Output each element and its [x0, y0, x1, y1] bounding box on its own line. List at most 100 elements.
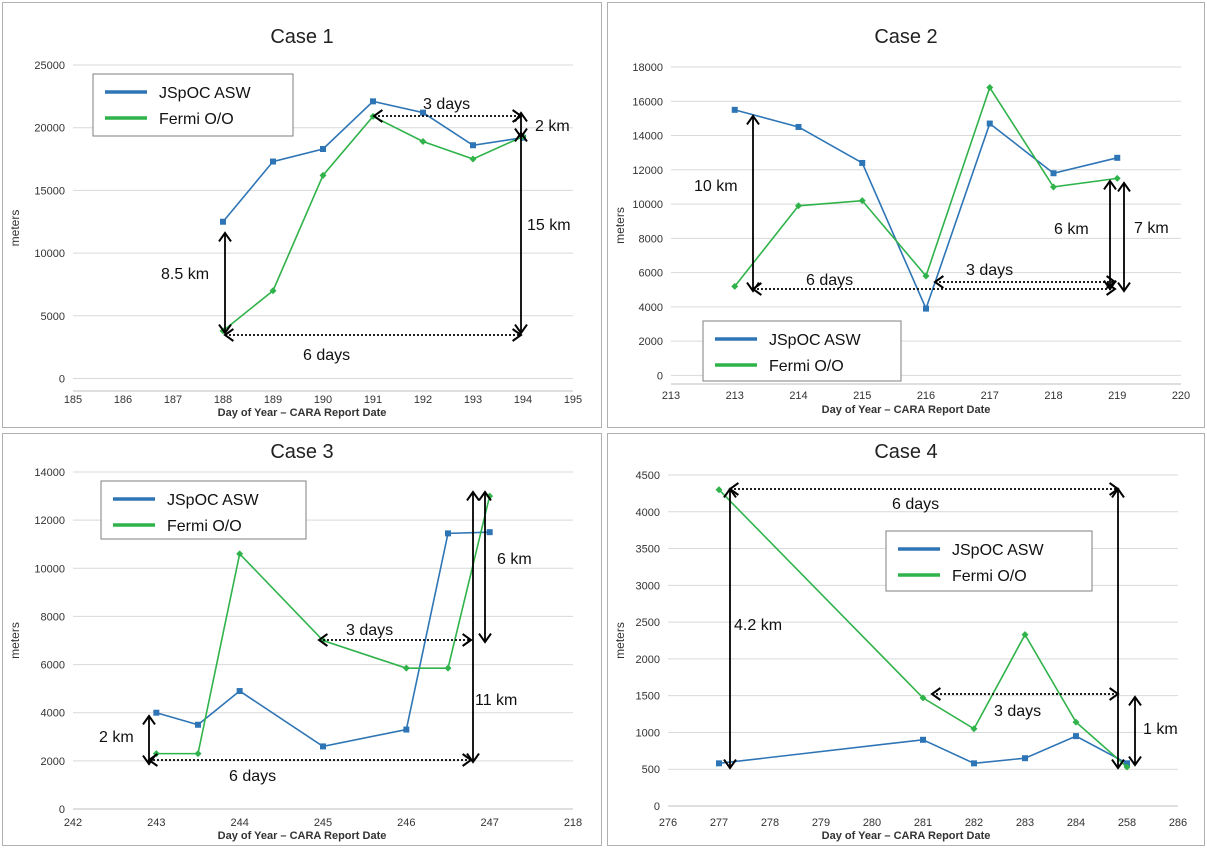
- x-tick-label: 187: [164, 394, 182, 406]
- legend: JSpOC ASW Fermi O/O: [885, 530, 1093, 592]
- arrowhead: [466, 490, 480, 501]
- chart-title: Case 2: [874, 26, 937, 48]
- x-tick-label: 276: [659, 817, 677, 829]
- arrowhead: [930, 687, 941, 701]
- y-axis-label: meters: [613, 622, 627, 659]
- case-2-panel: Case 2 0 2000 4000 6000 8000 10000 12000 14000 16…: [607, 2, 1205, 428]
- y-tick-label: 20000: [34, 123, 65, 135]
- y-tick-label: 12000: [34, 515, 65, 527]
- series-line-fermi-oo: [734, 85, 1118, 287]
- data-point: [1073, 733, 1079, 740]
- x-tick-label: 280: [863, 817, 881, 829]
- data-point: [444, 664, 452, 672]
- series-line-fermi-oo: [222, 115, 524, 332]
- case-4-panel: Case 4 0 500 1000 1500 2000 2500 3000 3500 4000 45…: [607, 433, 1205, 846]
- case-2-chart: Case 2 0 2000 4000 6000 8000 10000 12000 14000 16…: [613, 26, 1190, 416]
- data-point: [1022, 755, 1028, 762]
- y-tick-label: 6000: [639, 268, 663, 280]
- y-tick-label: 10000: [34, 563, 65, 575]
- arrowhead: [1117, 282, 1131, 293]
- annotation-label: 6 days: [229, 768, 276, 785]
- annotation-label: 3 days: [346, 622, 393, 639]
- data-point: [320, 743, 326, 750]
- data-point: [795, 123, 802, 130]
- chart-title: Case 4: [874, 441, 937, 463]
- arrowhead: [512, 328, 523, 342]
- arrowhead: [514, 111, 528, 122]
- data-point: [920, 736, 926, 743]
- case-3-chart: Case 3 0 2000 4000 6000 8000 10000 12000 14000 24…: [8, 441, 582, 842]
- data-point: [986, 84, 994, 92]
- data-point: [971, 760, 977, 767]
- arrowhead: [751, 282, 762, 296]
- annotation-label: 10 km: [694, 178, 738, 195]
- y-tick-label: 2500: [636, 617, 660, 629]
- x-tick-label: 242: [64, 817, 82, 829]
- data-point: [919, 694, 927, 702]
- y-tick-label: 14000: [632, 131, 663, 143]
- arrowhead: [1117, 181, 1131, 192]
- x-tick-label: 218: [1044, 390, 1062, 402]
- x-axis-label: Day of Year – CARA Report Date: [218, 407, 387, 419]
- arrowhead: [1111, 487, 1125, 498]
- x-tick-label: 195: [564, 394, 582, 406]
- case-1-chart: Case 1 0 5000 10000 15000 20000 25000 185 186 187…: [8, 26, 582, 419]
- annotation-arrows: [218, 109, 528, 342]
- data-point: [236, 550, 244, 558]
- x-axis-label: Day of Year – CARA Report Date: [822, 830, 991, 842]
- data-point: [1113, 174, 1121, 182]
- annotation-label: 11 km: [475, 692, 517, 709]
- x-tick-label: 188: [214, 394, 232, 406]
- x-tick-label: 190: [314, 394, 332, 406]
- y-axis-label: meters: [8, 622, 22, 659]
- legend: JSpOC ASW Fermi O/O: [92, 73, 294, 137]
- data-point: [731, 282, 739, 290]
- annotation-label: 3 days: [994, 703, 1041, 720]
- x-tick-label: 284: [1067, 817, 1085, 829]
- data-point: [420, 109, 426, 116]
- x-tick-label: 213: [662, 390, 680, 402]
- data-point: [403, 726, 410, 733]
- series-line-jspoc-asw: [718, 735, 1128, 765]
- data-point: [858, 197, 866, 205]
- annotation-label: 6 days: [806, 272, 853, 289]
- x-tick-label: 186: [114, 394, 132, 406]
- y-tick-label: 3000: [636, 580, 660, 592]
- series-line-fermi-oo: [718, 489, 1128, 768]
- arrowhead: [1103, 179, 1117, 190]
- data-point: [486, 492, 494, 500]
- data-point: [1050, 183, 1057, 191]
- x-tick-label: 185: [64, 394, 82, 406]
- y-tick-label: 0: [654, 801, 660, 813]
- y-axis-label: meters: [8, 210, 22, 247]
- arrowhead: [1109, 687, 1120, 701]
- legend-label: Fermi O/O: [159, 111, 234, 128]
- annotation-label: 2 km: [535, 118, 570, 135]
- arrowhead: [223, 328, 234, 342]
- y-tick-label: 8000: [41, 611, 65, 623]
- legend-box: [92, 73, 294, 137]
- x-tick-label: 220: [1172, 390, 1190, 402]
- arrowhead: [372, 109, 383, 123]
- arrowhead: [723, 759, 737, 770]
- y-tick-label: 3500: [636, 544, 660, 556]
- x-tick-label: 218: [564, 817, 582, 829]
- x-tick-label: 277: [710, 817, 728, 829]
- case-1-panel: Case 1 0 5000 10000 15000 20000 25000 185 186 187…: [2, 2, 602, 428]
- arrowhead: [1103, 280, 1117, 291]
- x-tick-label: 191: [364, 394, 382, 406]
- data-point: [236, 688, 243, 695]
- data-point: [1050, 170, 1057, 177]
- arrowhead: [147, 753, 158, 767]
- data-point: [923, 305, 929, 312]
- data-point: [1123, 763, 1131, 771]
- x-tick-label: 247: [480, 817, 498, 829]
- arrowhead: [478, 490, 492, 501]
- legend-label: JSpOC ASW: [952, 542, 1044, 559]
- data-point: [795, 202, 802, 210]
- data-point: [1021, 631, 1029, 639]
- annotation-label: 6 km: [497, 551, 532, 568]
- x-tick-label: 192: [414, 394, 432, 406]
- legend-label: JSpOC ASW: [159, 85, 251, 102]
- arrowhead: [1128, 695, 1142, 706]
